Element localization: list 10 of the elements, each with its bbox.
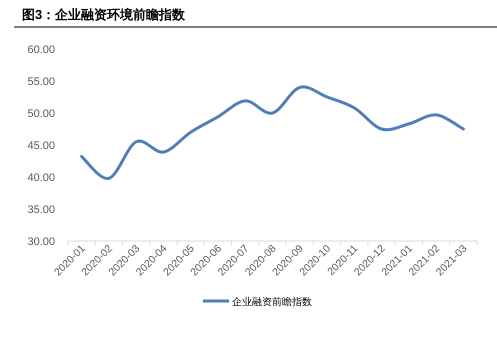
y-tick-label: 50.00 bbox=[27, 108, 55, 120]
y-tick-label: 60.00 bbox=[27, 44, 55, 56]
y-tick-label: 40.00 bbox=[27, 172, 55, 184]
legend-label: 企业融资前瞻指数 bbox=[232, 296, 312, 308]
line-series bbox=[80, 85, 465, 180]
y-tick-label: 45.00 bbox=[27, 140, 55, 152]
y-tick-label: 55.00 bbox=[27, 76, 55, 88]
y-tick-label: 35.00 bbox=[27, 204, 55, 216]
y-tick-label: 30.00 bbox=[27, 236, 55, 248]
chart-title: 图3：企业融资环境前瞻指数 bbox=[22, 7, 186, 22]
